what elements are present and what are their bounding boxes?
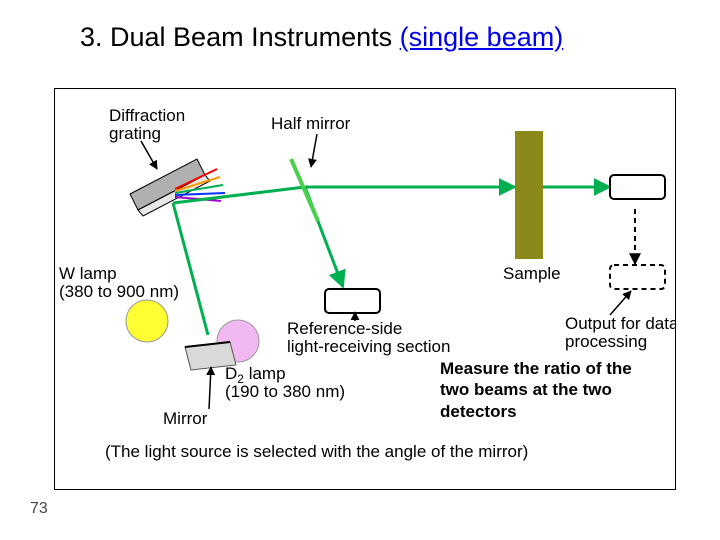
svg-text:light-receiving section: light-receiving section	[287, 337, 450, 356]
measure-line3: detectors	[440, 402, 517, 421]
measure-line1: Measure the ratio of the	[440, 359, 632, 378]
title-link[interactable]: (single beam)	[400, 22, 564, 52]
svg-text:Diffraction: Diffraction	[109, 106, 185, 125]
svg-text:W lamp: W lamp	[59, 264, 117, 283]
diagram-figure: Diffractiongrating Half mirror Sample W lam…	[54, 88, 676, 490]
title-prefix: 3. Dual Beam Instruments	[80, 22, 400, 52]
svg-text:Sample: Sample	[503, 264, 561, 283]
svg-text:(380 to 900 nm): (380 to 900 nm)	[59, 282, 179, 301]
svg-text:(The light source is selected: (The light source is selected with the a…	[105, 442, 528, 461]
svg-text:Half mirror: Half mirror	[271, 114, 351, 133]
svg-text:Output for data: Output for data	[565, 314, 675, 333]
page-number: 73	[30, 500, 48, 518]
measure-caption: Measure the ratio of the two beams at th…	[440, 358, 660, 422]
svg-text:Reference-side: Reference-side	[287, 319, 402, 338]
svg-text:(190 to 380 nm): (190 to 380 nm)	[225, 382, 345, 401]
svg-text:processing: processing	[565, 332, 647, 351]
measure-line2: two beams at the two	[440, 380, 612, 399]
slide-title: 3. Dual Beam Instruments (single beam)	[80, 22, 563, 53]
diagram-svg: Diffractiongrating Half mirror Sample W lam…	[55, 89, 675, 489]
svg-text:Mirror: Mirror	[163, 409, 208, 428]
svg-text:grating: grating	[109, 124, 161, 143]
